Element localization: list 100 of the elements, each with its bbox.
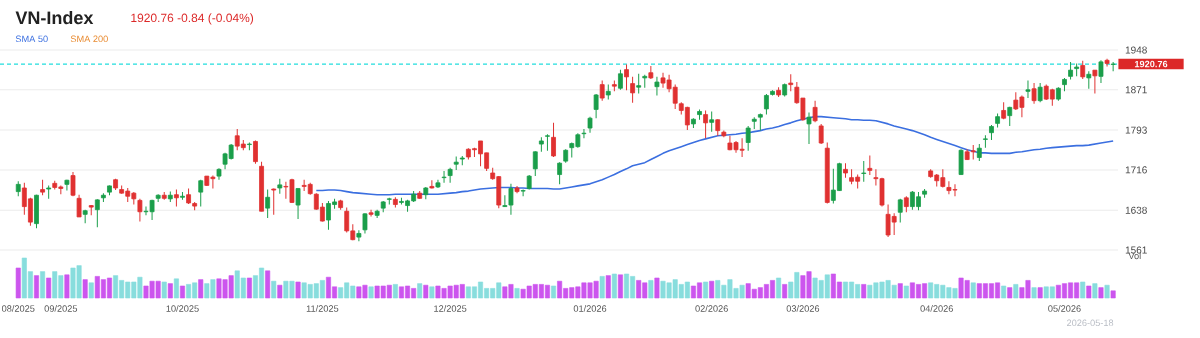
candlestick — [703, 109, 708, 139]
bar — [514, 288, 520, 299]
bar — [198, 279, 204, 299]
bar — [1007, 287, 1013, 299]
candlestick — [648, 65, 654, 80]
candlestick — [861, 160, 867, 183]
bar — [40, 271, 46, 299]
candlestick — [599, 79, 605, 102]
bar — [1086, 285, 1092, 299]
bar — [429, 286, 435, 299]
x-tick-label: 12/2025 — [434, 305, 467, 312]
bar — [246, 277, 252, 299]
candlestick — [441, 170, 447, 184]
candlestick — [253, 139, 258, 165]
bar — [703, 281, 709, 299]
bar — [64, 274, 70, 299]
bar — [1001, 285, 1007, 299]
candlestick — [636, 73, 642, 94]
candlestick — [867, 154, 873, 176]
x-tick-label: 09/2025 — [44, 305, 78, 312]
bar — [648, 280, 654, 299]
bar — [611, 273, 617, 299]
candlestick — [198, 179, 204, 208]
bar — [173, 278, 179, 299]
ref-line-label: 1920.76 — [1134, 60, 1168, 68]
candlestick — [520, 189, 526, 197]
candlestick — [1092, 69, 1098, 94]
y-tick-label: 1716 — [1125, 166, 1147, 174]
candlestick — [362, 212, 368, 234]
bar — [82, 279, 88, 299]
bar — [776, 277, 782, 299]
x-tick-label: 10/2025 — [166, 305, 199, 312]
candlestick — [1110, 61, 1116, 72]
bar — [709, 280, 715, 299]
bar — [782, 284, 788, 299]
bar — [88, 282, 94, 299]
bar — [368, 286, 374, 299]
candlestick — [1031, 82, 1037, 105]
candlestick — [551, 122, 556, 158]
bar — [903, 285, 909, 299]
x-tick-label: 05/2026 — [1048, 305, 1081, 312]
bar — [617, 274, 623, 299]
y-tick-label: 1638 — [1125, 206, 1147, 214]
candlestick — [532, 150, 538, 177]
candlestick — [581, 128, 587, 139]
candlestick — [624, 63, 629, 91]
bar — [295, 281, 301, 299]
bar — [1110, 290, 1116, 299]
x-tick-label: 04/2026 — [920, 305, 953, 312]
candlestick — [593, 93, 599, 119]
bar — [161, 281, 167, 299]
bar — [423, 284, 429, 299]
text: SMA 50 — [15, 35, 48, 43]
text: 2026-05-18 — [1067, 319, 1114, 327]
bar — [277, 284, 283, 299]
x-tick-label: 03/2026 — [786, 305, 820, 312]
candlestick — [1080, 60, 1086, 80]
candlestick — [745, 125, 751, 152]
legend-label: SMA 200 — [70, 35, 108, 43]
bar — [417, 283, 423, 299]
bar — [167, 283, 173, 299]
candlestick — [806, 112, 812, 145]
chart-title: VN-Index — [15, 10, 94, 25]
candlestick — [983, 134, 988, 149]
y-tick-label: 1793 — [1125, 126, 1147, 134]
candlestick — [447, 167, 453, 184]
bar — [970, 282, 976, 299]
bar — [179, 285, 185, 299]
y-tick-label: 1948 — [1125, 46, 1147, 54]
bar — [861, 284, 867, 299]
y-tick-label: 1561 — [1125, 246, 1147, 254]
candlestick — [295, 188, 301, 220]
bar — [15, 267, 21, 299]
bar — [1080, 281, 1086, 299]
x-tick-label: 11/2025 — [306, 305, 339, 312]
bar — [46, 277, 52, 299]
candlestick — [1037, 82, 1043, 103]
bar — [1104, 284, 1110, 299]
bar — [1037, 287, 1043, 299]
candlestick — [64, 179, 70, 192]
chart-subtitle: 1920.76 -0.84 (-0.04%) — [131, 13, 254, 25]
candlestick — [654, 76, 660, 96]
candlestick — [1104, 58, 1110, 68]
candlestick — [812, 100, 818, 123]
y-tick-label: 1871 — [1125, 86, 1147, 94]
candlestick — [94, 198, 100, 228]
bar — [392, 284, 398, 299]
candlestick — [137, 198, 143, 223]
bar — [1031, 287, 1037, 299]
candlestick — [70, 171, 76, 197]
candlestick — [265, 189, 271, 219]
bar — [551, 285, 557, 299]
bar — [1098, 287, 1104, 299]
y-axis-title: Vol — [1128, 252, 1141, 260]
x-tick-label: 08/2025 — [1, 305, 35, 312]
bar — [897, 283, 903, 299]
candlestick — [429, 179, 435, 189]
bar — [654, 277, 660, 299]
bar — [34, 275, 39, 299]
x-tick-label: 02/2026 — [695, 305, 728, 312]
